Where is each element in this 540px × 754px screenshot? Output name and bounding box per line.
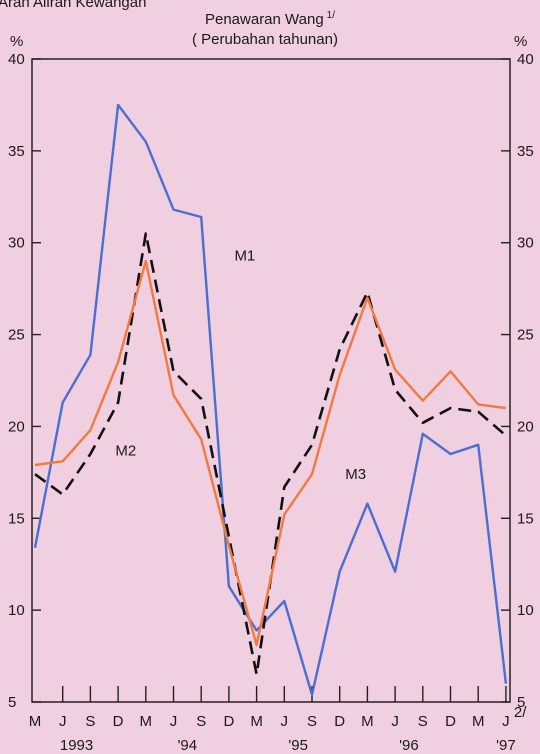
x-tick-label: J [391, 713, 399, 730]
series-label-m2: M2 [115, 442, 136, 459]
x-tick-label: S [196, 713, 206, 730]
y-tick-left-label: 35 [8, 143, 25, 160]
series-label-m1: M1 [234, 248, 255, 265]
series-line-m3 [34, 259, 507, 647]
y-tick-right-label: 25 [517, 327, 534, 344]
y-tick-right-label: 5 [517, 694, 525, 711]
cut-top-title: Aran Aliran Kewangan [0, 0, 146, 11]
y-tick-right-label: 35 [517, 143, 534, 160]
y-axis-right: 5 10 15 20 25 30 35 40 [501, 51, 534, 711]
series-labels: M1 M2 M3 [115, 248, 366, 484]
chart-title: Penawaran Wang 1/ [205, 10, 335, 28]
x-year-label: '95 [288, 737, 308, 754]
y-tick-right-label: 40 [517, 51, 534, 68]
chart-title-superscript: 1/ [327, 10, 336, 21]
chart-subtitle: ( Perubahan tahunan) [192, 31, 338, 48]
x-tick-label: M [29, 713, 42, 730]
x-tick-label: M [140, 713, 153, 730]
y-tick-left-label: 10 [8, 602, 25, 619]
x-tick-label: J [281, 713, 289, 730]
y-tick-right-label: 15 [517, 510, 534, 527]
x-tick-label: M [250, 713, 263, 730]
y-tick-left-label: 25 [8, 327, 25, 344]
plot-frame [31, 58, 511, 703]
y-axis-unit-left: % [10, 33, 23, 50]
series-lines [33, 103, 508, 696]
x-tick-label: J [502, 713, 510, 730]
y-tick-left-label: 20 [8, 418, 25, 435]
y-axis-left: 5 10 15 20 25 30 35 40 [8, 51, 41, 711]
x-tick-label: S [85, 713, 95, 730]
chart-title-main: Penawaran Wang [205, 11, 324, 28]
y-tick-left-label: 40 [8, 51, 25, 68]
x-tick-label: D [334, 713, 345, 730]
x-tick-label: S [418, 713, 428, 730]
x-tick-label: S [307, 713, 317, 730]
y-tick-right-label: 30 [517, 235, 534, 252]
y-tick-right-label: 10 [517, 602, 534, 619]
series-line-m1 [33, 103, 508, 696]
x-year-label: 1993 [60, 737, 93, 754]
series-label-m3: M3 [345, 466, 366, 483]
x-tick-label: D [113, 713, 124, 730]
series-line-m2 [34, 232, 507, 676]
y-tick-left-label: 15 [8, 510, 25, 527]
x-tick-label: D [445, 713, 456, 730]
y-tick-left-label: 30 [8, 235, 25, 252]
chart-title-group: Penawaran Wang 1/ ( Perubahan tahunan) [192, 10, 338, 48]
y-tick-right-label: 20 [517, 418, 534, 435]
x-tick-label: M [361, 713, 374, 730]
x-tick-label: J [170, 713, 178, 730]
x-tick-label: J [59, 713, 67, 730]
x-tick-label: D [223, 713, 234, 730]
y-tick-left-label: 5 [8, 694, 16, 711]
x-year-label: '97 [496, 737, 516, 754]
y-axis-unit-right: % [514, 33, 527, 50]
x-year-label: '94 [178, 737, 198, 754]
x-axis: M J S D M J S D M J S D M J S D M J2/1993'94'95'96'97 [29, 686, 527, 754]
x-year-label: '96 [399, 737, 419, 754]
x-tick-superscript: 2/ [514, 704, 527, 721]
x-tick-label: M [472, 713, 485, 730]
